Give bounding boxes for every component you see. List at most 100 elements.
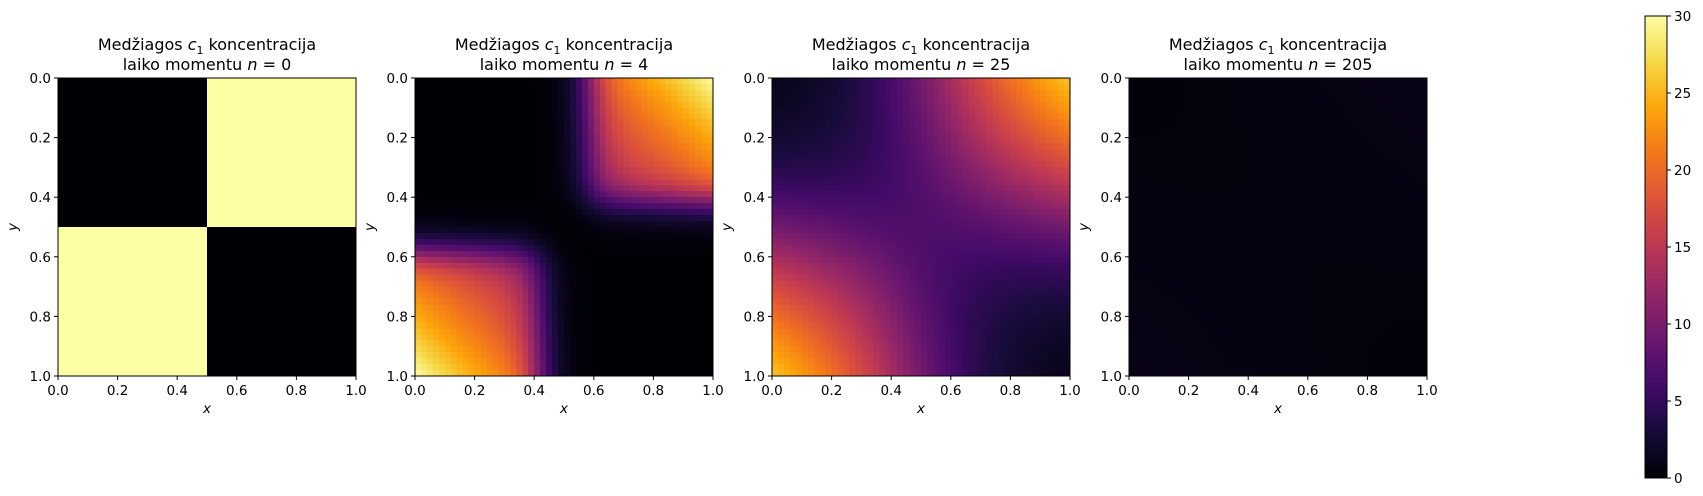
heatmap-cell [486, 107, 494, 115]
heatmap-cell [522, 292, 529, 300]
heatmap-cell [456, 161, 464, 168]
heatmap-cell [195, 155, 202, 163]
heatmap-cell [308, 113, 315, 121]
heatmap-cell [528, 137, 535, 145]
heatmap-cell [183, 155, 190, 163]
heatmap-cell [218, 221, 226, 228]
heatmap-cell [516, 280, 523, 288]
heatmap-cell [308, 209, 315, 216]
heatmap-cell [153, 280, 160, 288]
heatmap-cell [605, 268, 613, 276]
heatmap-cell [63, 221, 71, 228]
heatmap-cell [450, 125, 458, 133]
heatmap-cell [528, 197, 535, 204]
heatmap-cell [492, 179, 500, 186]
heatmap-cell [450, 78, 458, 85]
heatmap-cell [332, 328, 339, 335]
heatmap-cell [480, 346, 488, 353]
heatmap-cell [498, 149, 505, 157]
heatmap-cell [338, 238, 345, 246]
heatmap-cell [296, 286, 303, 294]
heatmap-cell [474, 316, 482, 323]
heatmap-cell [326, 250, 333, 258]
heatmap-cell [266, 107, 274, 115]
heatmap-cell [665, 125, 672, 133]
heatmap-cell [629, 292, 637, 300]
heatmap-cell [516, 113, 523, 121]
heatmap-cell [308, 161, 315, 168]
heatmap-cell [683, 352, 690, 359]
heatmap-cell [659, 292, 666, 300]
heatmap-cell [248, 238, 256, 246]
heatmap-cell [516, 221, 523, 228]
heatmap-cell [617, 89, 625, 97]
heatmap-cell [629, 268, 637, 276]
heatmap-cell [141, 203, 148, 210]
heatmap-cell [432, 238, 440, 246]
heatmap-cell [69, 227, 77, 234]
heatmap-cell [689, 227, 696, 234]
heatmap-cell [123, 340, 131, 347]
heatmap-cell [432, 232, 440, 240]
heatmap-cell [420, 262, 428, 270]
heatmap-cell [69, 215, 77, 222]
heatmap-cell [641, 107, 649, 115]
heatmap-cell [438, 286, 446, 294]
heatmap-cell [564, 137, 571, 145]
heatmap-cell [552, 238, 559, 246]
heatmap-cell [153, 227, 160, 234]
heatmap-cell [278, 191, 286, 198]
heatmap-cell [75, 221, 83, 228]
heatmap-cell [69, 221, 77, 228]
heatmap-cell [647, 280, 654, 288]
heatmap-cell [552, 268, 559, 276]
heatmap-cell [677, 125, 684, 133]
heatmap-cell [69, 101, 77, 109]
heatmap-cell [623, 167, 631, 174]
heatmap-cell [99, 215, 107, 222]
heatmap-cell [569, 274, 577, 282]
heatmap-cell [308, 346, 315, 353]
heatmap-cell [605, 340, 613, 347]
heatmap-cell [426, 292, 434, 300]
heatmap-cell [522, 137, 529, 145]
heatmap-cell [147, 119, 154, 127]
heatmap-cell [135, 185, 143, 192]
heatmap-cell [159, 322, 166, 329]
heatmap-cell [153, 137, 160, 145]
heatmap-cell [438, 161, 446, 168]
heatmap-cell [462, 185, 470, 192]
heatmap-cell [99, 167, 107, 174]
heatmap-cell [302, 322, 309, 329]
heatmap-cell [546, 78, 553, 85]
heatmap-cell [695, 256, 702, 264]
heatmap-cell [69, 346, 77, 353]
heatmap-cell [129, 155, 137, 163]
heatmap-cell [653, 268, 660, 276]
heatmap-cell [510, 250, 517, 258]
heatmap-cell [338, 191, 345, 198]
heatmap-cell [242, 310, 250, 317]
heatmap-cell [683, 173, 690, 180]
heatmap-cell [635, 209, 643, 216]
heatmap-cell [605, 119, 613, 127]
heatmap-cell [117, 262, 125, 270]
heatmap-cell [593, 280, 601, 288]
heatmap-cell [153, 346, 160, 353]
heatmap-cell [528, 256, 535, 264]
heatmap-cell [623, 119, 631, 127]
heatmap-cell [63, 143, 71, 151]
heatmap-cell [254, 203, 262, 210]
heatmap-cell [195, 238, 202, 246]
heatmap-cell [683, 221, 690, 228]
heatmap-cell [701, 244, 708, 252]
heatmap-cell [135, 107, 143, 115]
heatmap-cell [123, 149, 131, 157]
heatmap-cell [338, 298, 345, 306]
heatmap-cell [415, 95, 422, 103]
heatmap-cell [326, 352, 333, 359]
heatmap-cell [308, 316, 315, 323]
heatmap-cell [201, 221, 208, 228]
heatmap-cell [546, 143, 553, 151]
heatmap-cell [93, 227, 101, 234]
